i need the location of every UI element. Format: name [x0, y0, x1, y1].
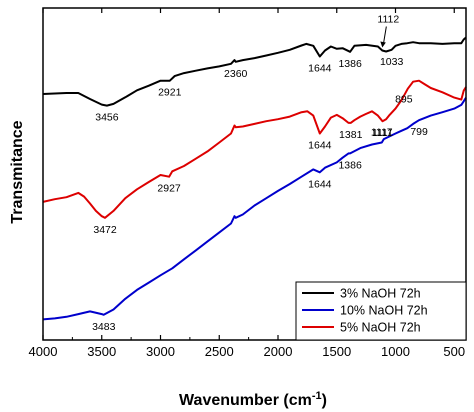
- peak-label-1644: 1644: [308, 139, 332, 151]
- peak-label-1644: 1644: [308, 178, 332, 190]
- peak-annotations: 3456 2921 2360 1644 1386 1033 1112 3472 2927 1644…: [92, 13, 428, 332]
- peak-label-3483: 3483: [92, 321, 116, 333]
- legend: 3% NaOH 72h 10% NaOH 72h 5% NaOH 72h: [295, 281, 467, 341]
- peak-label-2921: 2921: [158, 87, 182, 99]
- legend-label-0: 3% NaOH 72h: [340, 287, 421, 301]
- peak-label-1117: 1117: [371, 126, 393, 138]
- series-line-1: [42, 97, 467, 321]
- x-tick-label: 3000: [146, 344, 175, 359]
- peak-label-1386: 1386: [338, 58, 362, 70]
- peak-label-895: 895: [395, 94, 413, 106]
- peak-label-3472: 3472: [93, 224, 117, 236]
- x-tick-label: 2000: [264, 344, 293, 359]
- axes: 4000 3500 3000 2500 2000 1500 1000 500: [29, 7, 467, 359]
- peak-label-3456: 3456: [95, 112, 119, 124]
- y-axis-title: Transmitance: [9, 120, 26, 223]
- x-tick-label: 500: [443, 344, 465, 359]
- peak-label-1033: 1033: [380, 56, 404, 68]
- series-line-2: [42, 79, 467, 219]
- plot-frame: [42, 7, 467, 341]
- series-layer: [42, 36, 467, 321]
- x-axis-title: Wavenumber (cm-1): [179, 390, 327, 409]
- peak-arrow-head: [380, 41, 386, 48]
- x-tick-label: 1000: [381, 344, 410, 359]
- peak-label-2360: 2360: [224, 68, 248, 80]
- peak-label-1381: 1381: [339, 129, 363, 141]
- peak-arrow-line: [382, 26, 387, 45]
- peak-label-2927: 2927: [157, 183, 181, 195]
- x-tick-label: 2500: [205, 344, 234, 359]
- x-tick-label: 4000: [29, 344, 58, 359]
- peak-label-1112: 1112: [377, 13, 399, 25]
- peak-label-1644: 1644: [308, 62, 332, 74]
- legend-label-2: 5% NaOH 72h: [340, 321, 421, 335]
- peak-label-1386: 1386: [338, 159, 362, 171]
- x-tick-label: 1500: [322, 344, 351, 359]
- legend-label-1: 10% NaOH 72h: [340, 304, 428, 318]
- peak-label-799: 799: [410, 126, 428, 138]
- x-tick-label: 3500: [87, 344, 116, 359]
- peak-label-1111: 1111: [372, 127, 393, 139]
- series-line-0: [42, 36, 467, 107]
